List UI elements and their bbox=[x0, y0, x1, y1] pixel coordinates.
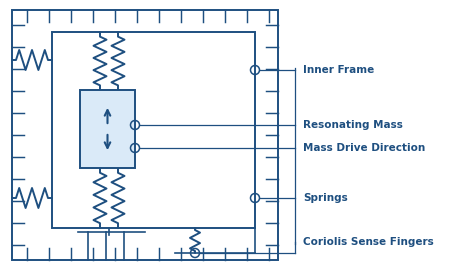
Bar bbox=[52, 32, 255, 228]
Text: Coriolis Sense Fingers: Coriolis Sense Fingers bbox=[303, 237, 434, 247]
Text: Springs: Springs bbox=[303, 193, 348, 203]
Bar bbox=[12, 10, 278, 260]
Text: Inner Frame: Inner Frame bbox=[303, 65, 374, 75]
Text: Mass Drive Direction: Mass Drive Direction bbox=[303, 143, 425, 153]
Bar bbox=[80, 90, 135, 168]
Text: Resonating Mass: Resonating Mass bbox=[303, 120, 403, 130]
